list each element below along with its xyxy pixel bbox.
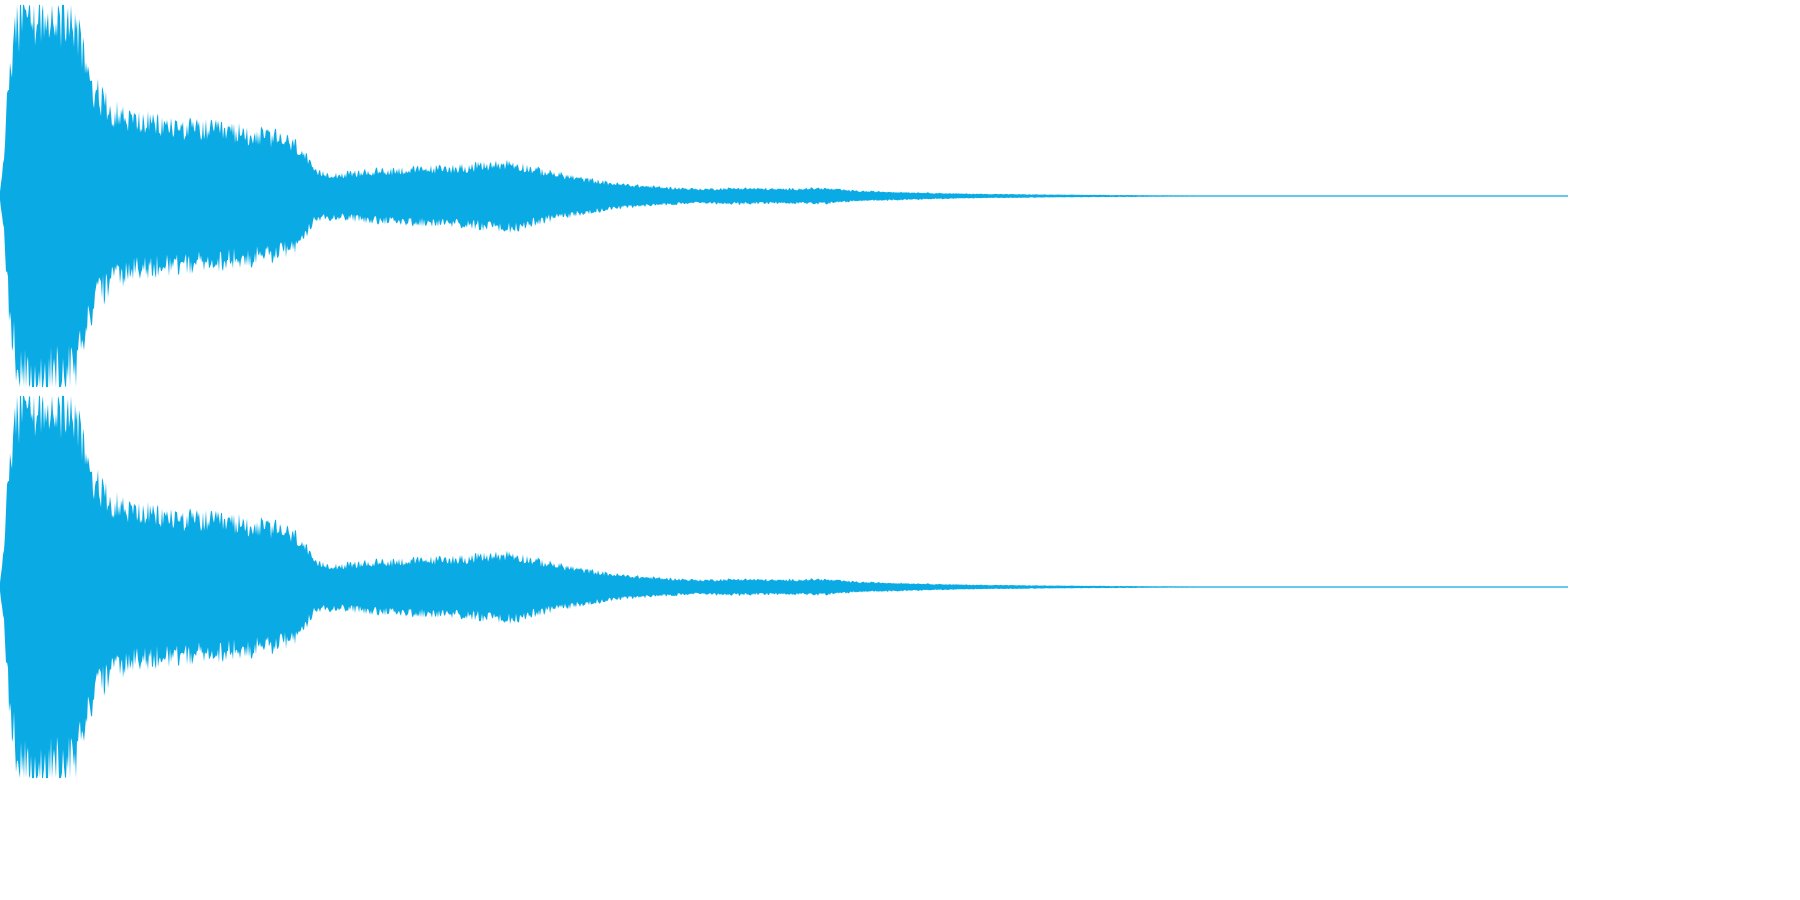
right-channel-waveform-graphic [0,395,1568,779]
waveform-view[interactable] [0,0,1568,782]
left-channel-waveform-graphic [0,4,1568,388]
right-channel-waveform[interactable] [0,391,1568,782]
left-channel-waveform[interactable] [0,0,1568,391]
